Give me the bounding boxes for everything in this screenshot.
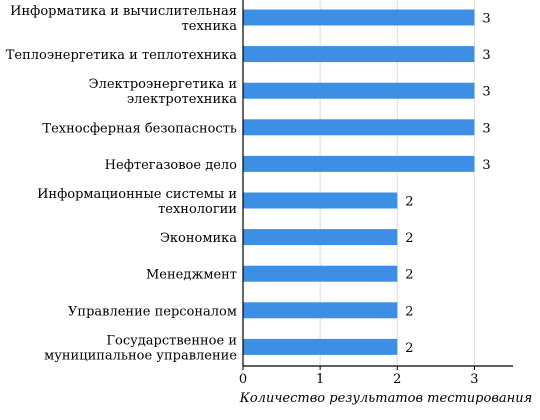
category-label-line: Государственное и — [106, 333, 237, 348]
category-label: Информационные системы и технологии — [37, 187, 237, 217]
data-label: 3 — [482, 158, 490, 173]
bar — [243, 9, 475, 26]
bar — [243, 119, 475, 136]
category-label: Теплоэнергетика и теплотехника — [6, 48, 238, 63]
category-label: Техносферная безопасность — [42, 121, 237, 136]
data-label: 2 — [405, 195, 413, 210]
data-label: 2 — [405, 231, 413, 246]
category-label: Нефтегазовое дело — [105, 158, 237, 173]
data-label: 2 — [405, 304, 413, 319]
bar — [243, 302, 398, 319]
category-label-line: Информационные системы и — [37, 187, 237, 202]
category-label: Менеджмент — [146, 268, 237, 283]
x-tick-label: 0 — [239, 372, 247, 387]
category-label-line: Экономика — [160, 231, 237, 246]
data-label: 2 — [405, 268, 413, 283]
category-label: Информатика и вычислительная техника — [10, 4, 237, 34]
data-label: 2 — [405, 341, 413, 356]
category-label-line: электротехника — [127, 92, 237, 107]
data-label: 3 — [482, 121, 490, 136]
bar — [243, 229, 398, 246]
category-label-line: Электроэнергетика и — [89, 77, 237, 92]
category-label-line: Нефтегазовое дело — [105, 158, 237, 173]
x-axis-title: Количество результатов тестирования — [239, 391, 532, 406]
category-label: Государственное и муниципальное управлени… — [44, 333, 237, 363]
category-label-line: Теплоэнергетика и теплотехника — [6, 48, 238, 63]
category-label-line: Информатика и вычислительная — [10, 4, 237, 19]
category-label: Экономика — [160, 231, 237, 246]
bars — [243, 9, 475, 355]
x-tick-label: 1 — [316, 372, 324, 387]
data-label: 3 — [482, 48, 490, 63]
category-label-line: Менеджмент — [146, 268, 237, 283]
category-label-line: Техносферная безопасность — [42, 121, 237, 136]
data-label: 3 — [482, 85, 490, 100]
category-labels: Информатика и вычислительная техника Тепло… — [6, 4, 238, 363]
category-label-line: Управление персоналом — [68, 304, 237, 319]
x-tick-label: 2 — [393, 372, 401, 387]
axes: 0 1 2 3 — [239, 0, 513, 387]
data-label: 3 — [482, 12, 490, 27]
x-tick-label: 3 — [470, 372, 478, 387]
category-label-line: технологии — [158, 202, 237, 217]
category-label-line: муниципальное управление — [44, 348, 237, 363]
bar — [243, 155, 475, 172]
category-label: Электроэнергетика и электротехника — [89, 77, 238, 107]
bar — [243, 46, 475, 63]
bar — [243, 265, 398, 282]
bar — [243, 82, 475, 99]
category-label: Управление персоналом — [68, 304, 237, 319]
bar — [243, 192, 398, 209]
data-labels: 3 3 3 3 3 2 2 2 2 2 — [405, 12, 490, 356]
bar — [243, 338, 398, 355]
category-label-line: техника — [182, 19, 238, 34]
